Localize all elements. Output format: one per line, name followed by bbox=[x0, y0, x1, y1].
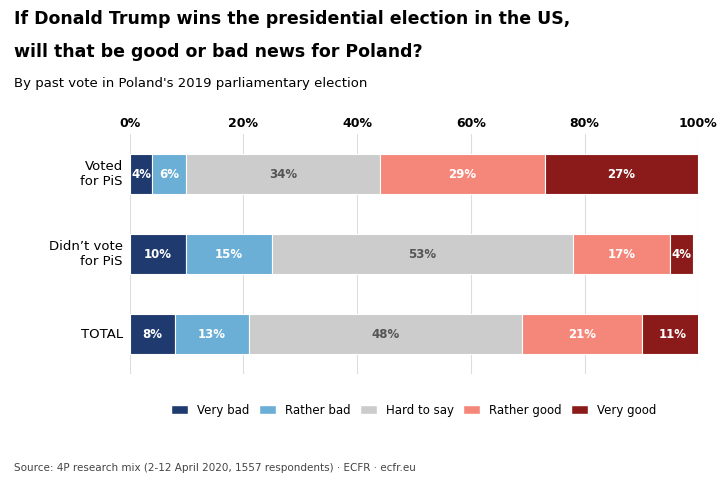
Text: 53%: 53% bbox=[408, 248, 436, 261]
Text: If Donald Trump wins the presidential election in the US,: If Donald Trump wins the presidential el… bbox=[14, 10, 571, 28]
Text: 29%: 29% bbox=[449, 168, 477, 181]
Bar bbox=[522, 314, 642, 354]
Bar bbox=[175, 314, 249, 354]
Bar bbox=[670, 234, 693, 275]
Text: 11%: 11% bbox=[659, 328, 687, 341]
Text: 34%: 34% bbox=[269, 168, 297, 181]
Text: 27%: 27% bbox=[608, 168, 636, 181]
Bar bbox=[186, 234, 271, 275]
Text: will that be good or bad news for Poland?: will that be good or bad news for Poland… bbox=[14, 43, 423, 61]
Text: 48%: 48% bbox=[372, 328, 400, 341]
Text: Source: 4P research mix (2-12 April 2020, 1557 respondents) · ECFR · ecfr.eu: Source: 4P research mix (2-12 April 2020… bbox=[14, 463, 416, 473]
Text: 21%: 21% bbox=[568, 328, 595, 341]
Bar bbox=[271, 234, 573, 275]
Legend: Very bad, Rather bad, Hard to say, Rather good, Very good: Very bad, Rather bad, Hard to say, Rathe… bbox=[166, 399, 662, 421]
Bar bbox=[545, 155, 698, 194]
Text: 8%: 8% bbox=[143, 328, 162, 341]
Text: 15%: 15% bbox=[215, 248, 243, 261]
Text: 13%: 13% bbox=[198, 328, 226, 341]
Text: 17%: 17% bbox=[608, 248, 636, 261]
Bar bbox=[249, 314, 522, 354]
Bar bbox=[153, 155, 186, 194]
Bar bbox=[130, 314, 175, 354]
Bar bbox=[380, 155, 545, 194]
Bar bbox=[130, 155, 153, 194]
Text: 10%: 10% bbox=[144, 248, 172, 261]
Bar bbox=[130, 234, 186, 275]
Text: By past vote in Poland's 2019 parliamentary election: By past vote in Poland's 2019 parliament… bbox=[14, 77, 368, 90]
Text: 4%: 4% bbox=[131, 168, 151, 181]
Bar bbox=[186, 155, 380, 194]
Bar bbox=[642, 314, 704, 354]
Bar bbox=[573, 234, 670, 275]
Text: 4%: 4% bbox=[671, 248, 691, 261]
Text: 6%: 6% bbox=[159, 168, 179, 181]
